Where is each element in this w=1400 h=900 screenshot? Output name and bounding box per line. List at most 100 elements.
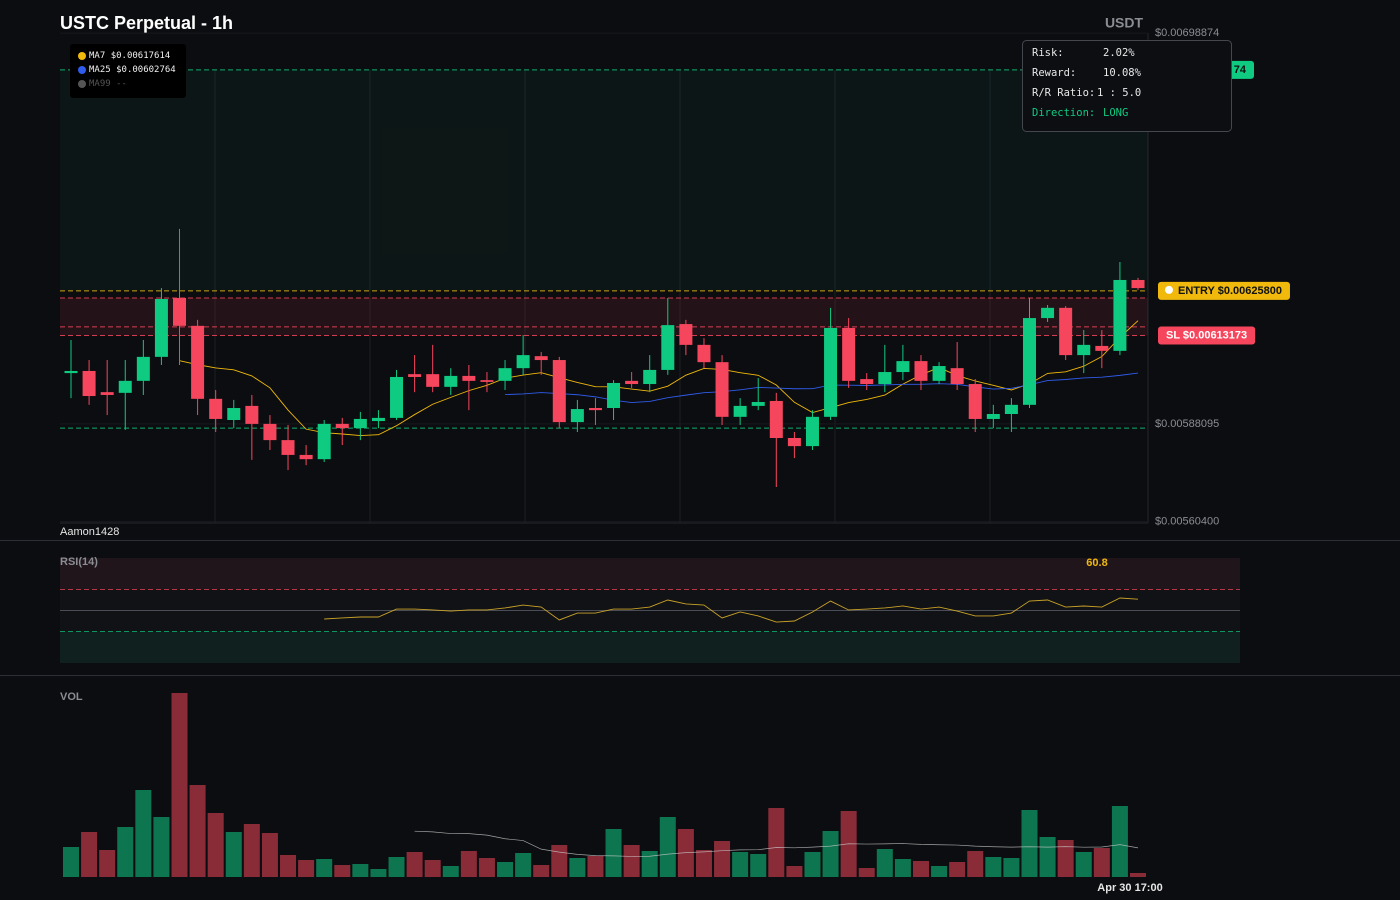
candle-body: [968, 384, 982, 419]
risk-box: Risk: 2.02% Reward: 10.08% R/R Ratio: 1 …: [1022, 40, 1232, 132]
candle-body: [715, 362, 729, 417]
volume-bar: [1111, 806, 1128, 877]
candle-body: [1095, 345, 1109, 351]
volume-bar: [695, 850, 712, 877]
candle-body: [100, 392, 114, 395]
legend-value: --: [116, 79, 127, 89]
candle-body: [154, 299, 168, 357]
candle-body: [733, 405, 747, 417]
price-badge-label: ENTRY $0.00625800: [1178, 285, 1282, 297]
candle-body: [679, 324, 693, 345]
legend-name: MA99: [89, 79, 111, 89]
volume-bar: [605, 829, 622, 877]
volume-bar: [623, 845, 640, 877]
candle-body: [335, 423, 349, 429]
volume-bar: [171, 693, 188, 877]
candle-body: [390, 376, 404, 418]
legend-entry: MA25 $0.00602764: [89, 65, 176, 75]
volume-bar: [225, 832, 242, 877]
volume-bar: [478, 858, 495, 877]
candle-body: [136, 356, 150, 381]
candle-body: [625, 380, 639, 385]
candle-body: [570, 409, 584, 423]
volume-bar: [985, 857, 1002, 877]
volume-bar: [949, 862, 966, 877]
volume-bar: [460, 851, 477, 877]
legend-entry: MA99 --: [89, 79, 127, 89]
candle-body: [498, 368, 512, 381]
candle-body: [227, 408, 241, 421]
candle-body: [769, 400, 783, 438]
volume-bar: [207, 813, 224, 877]
volume-bar: [334, 865, 351, 877]
volume-bar: [967, 851, 984, 877]
y-tick-label: $0.00560400: [1155, 515, 1219, 527]
volume-bar: [659, 817, 676, 877]
overbought-band: [60, 558, 1240, 590]
legend-name: MA25: [89, 65, 111, 75]
candle-body: [552, 360, 566, 423]
volume-bar: [533, 865, 550, 877]
candle-body: [1131, 279, 1145, 289]
candle-body: [643, 369, 657, 385]
candle-body: [534, 356, 548, 361]
x-tick-label: Apr 30 17:00: [1097, 882, 1162, 894]
candle-body: [371, 417, 385, 422]
volume-bar: [370, 869, 387, 877]
volume-bar: [768, 808, 785, 877]
candle-body: [950, 368, 964, 385]
volume-bar: [804, 852, 821, 877]
volume-bar: [189, 785, 206, 877]
candle-body: [444, 375, 458, 387]
tp-zone: [60, 69, 1148, 291]
candle-body: [805, 416, 819, 447]
candle-body: [191, 325, 205, 399]
rr-value: 1 : 5.0: [1097, 87, 1141, 99]
legend-entry: MA7 $0.00617614: [89, 51, 170, 61]
volume-bar: [424, 860, 441, 877]
volume-bar: [1039, 837, 1056, 877]
legend-value: $0.00602764: [116, 65, 176, 75]
volume-bar: [406, 852, 423, 877]
volume-bar: [786, 866, 803, 877]
volume-bar: [81, 832, 98, 877]
volume-bar: [1003, 858, 1020, 877]
volume-bar: [135, 790, 152, 877]
price-badge-bg: [1158, 326, 1256, 345]
volume-bar: [117, 827, 134, 877]
volume-bar: [714, 841, 731, 877]
candle-body: [896, 361, 910, 373]
candle-body: [408, 374, 422, 377]
candle-body: [697, 344, 711, 363]
chart-layer: $0.00698874 $0.00588095 $0.00560400 74 ENTRY…: [60, 27, 1290, 894]
candle-body: [281, 440, 295, 455]
candle-body: [516, 355, 530, 369]
volume-bar: [1130, 873, 1146, 877]
candle-body: [824, 327, 838, 417]
volume-bar: [641, 851, 658, 877]
candle-body: [661, 325, 675, 370]
volume-bar: [1021, 810, 1038, 877]
volume-bar: [876, 849, 893, 877]
volume-bar: [912, 861, 929, 877]
candle-body: [263, 423, 277, 441]
candle-body: [878, 372, 892, 385]
volume-bar: [153, 817, 170, 877]
chart-title: USTC Perpetual - 1h: [60, 13, 233, 33]
volume-bar: [587, 856, 604, 877]
volume-bar: [677, 829, 694, 877]
risk-value: 2.02%: [1103, 47, 1135, 59]
volume-bar: [894, 859, 911, 877]
watermark: Aamon1428: [60, 526, 119, 538]
candle-body: [842, 327, 856, 381]
legend-value: $0.00617614: [111, 51, 171, 61]
volume-ma-line: [414, 830, 1139, 857]
quote-currency: USDT: [1105, 15, 1144, 31]
volume-bar: [63, 847, 79, 877]
rsi-value-label: 60.8: [1086, 557, 1107, 569]
legend-name: MA7: [89, 51, 105, 61]
volume-bar: [551, 845, 568, 877]
volume-bar: [352, 864, 369, 877]
